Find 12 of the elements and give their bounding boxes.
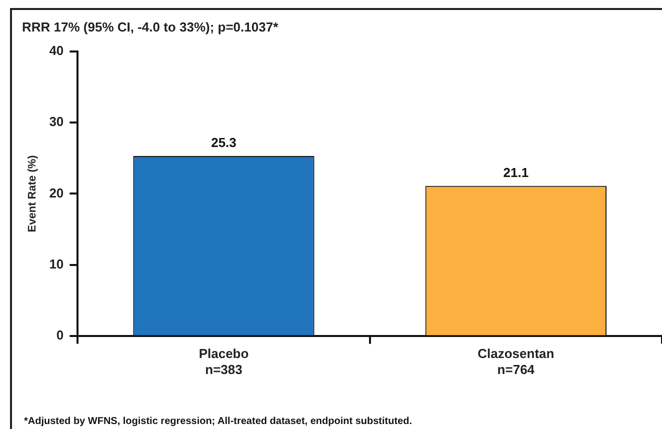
y-tick-label: 40 [49,43,64,58]
x-tick-label: Clazosentan n=764 [478,346,554,377]
data-label: 21.1 [503,164,529,180]
text: *Adjusted by WFNS, logistic regression; All-treated dataset, endpoint substituted. [24,416,412,427]
x-tick-label: Placebo n=383 [198,346,249,377]
y-tick-label: 10 [49,256,64,272]
y-tick-label: 0 [56,327,64,342]
y-axis-title: Event Rate (%) [26,154,39,232]
y-tick-label: 20 [49,185,64,200]
y-tick-label: 30 [49,114,64,130]
data-label: 25.3 [211,135,236,150]
chart-title: RRR 17% (95% CI, -4.0 to 33%); p=0.1037* [22,19,280,34]
